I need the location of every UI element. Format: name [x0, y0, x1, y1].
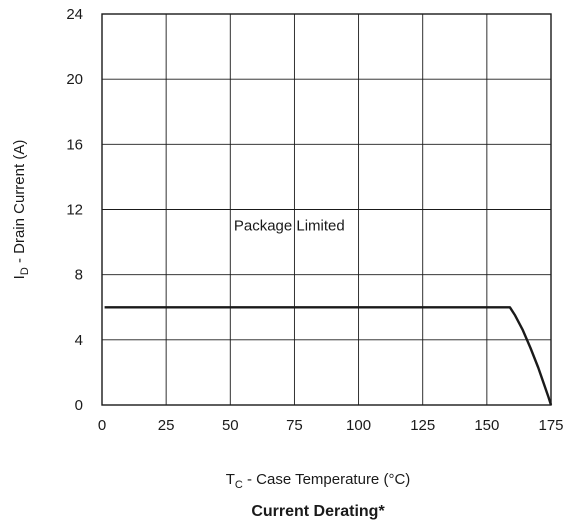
y-tick-label: 12	[66, 202, 83, 219]
x-tick-label: 150	[474, 417, 499, 434]
series-line	[104, 306, 553, 406]
x-tick-label: 175	[538, 417, 563, 434]
x-tick-label: 50	[222, 417, 239, 434]
plot-frame	[101, 13, 552, 406]
x-tick-labels: 0 25 50 75 100 125 150 175	[98, 417, 564, 434]
y-tick-label: 20	[66, 71, 83, 88]
x-tick-label: 100	[346, 417, 371, 434]
grid	[101, 13, 552, 406]
y-axis-label: ID - Drain Current (A)	[11, 140, 31, 280]
y-tick-label: 4	[75, 332, 83, 349]
y-tick-label: 16	[66, 136, 83, 153]
x-axis-label-rest: - Case Temperature (°C)	[243, 471, 410, 488]
y-tick-label: 8	[75, 267, 83, 284]
series	[104, 306, 553, 406]
x-tick-label: 125	[410, 417, 435, 434]
y-tick-labels: 0 4 8 12 16 20 24	[66, 6, 83, 414]
y-axis-label-rest: - Drain Current (A)	[11, 140, 28, 268]
x-axis-label: TC - Case Temperature (°C)	[226, 471, 411, 491]
annotation-label: Package Limited	[234, 218, 345, 235]
x-axis-label-main: T	[226, 471, 235, 488]
y-tick-label: 0	[75, 397, 83, 414]
y-tick-label: 24	[66, 6, 83, 23]
chart-title: Current Derating*	[251, 503, 385, 520]
x-tick-label: 0	[98, 417, 106, 434]
x-tick-label: 75	[286, 417, 303, 434]
y-axis-label-main: I	[11, 275, 28, 279]
y-axis-label-sub: D	[19, 267, 31, 275]
x-axis-label-sub: C	[235, 479, 243, 491]
annotations: Package Limited	[234, 218, 345, 235]
x-tick-label: 25	[158, 417, 175, 434]
